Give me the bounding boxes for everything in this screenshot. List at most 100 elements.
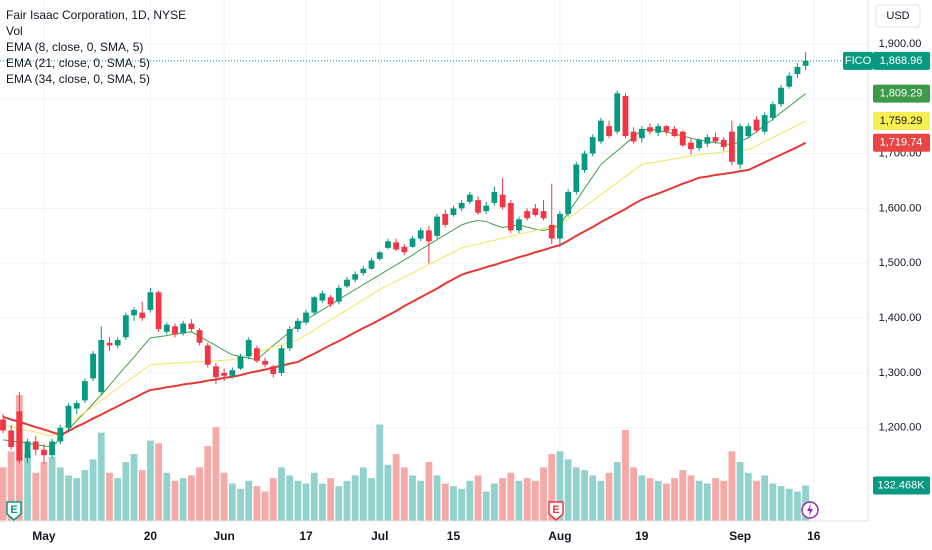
currency[interactable]: USD [886,10,909,22]
y-tick-label: 1,600.00 [879,202,922,214]
ema-tag-label: 1,759.29 [880,115,923,127]
volume-bar [32,472,40,521]
earnings-event[interactable]: E [6,501,22,521]
price-tag [873,51,930,70]
event-icon[interactable] [6,501,22,521]
candle-body [606,126,612,137]
candles [0,52,809,464]
candle-body [712,137,719,142]
volume-bar [351,475,359,521]
candle-body [622,95,629,137]
volume-bar [196,467,203,521]
candle-body [540,211,547,219]
volume-bar [220,472,228,521]
volume-bar [564,459,572,521]
dividend-event[interactable] [801,501,819,519]
volume-tag-label: 132.468K [877,479,925,491]
volume-bar [368,478,375,521]
candle-body [73,403,80,409]
candle-body [0,419,6,431]
volume-bar [572,467,580,521]
candle-body [729,131,735,162]
volume-bar [0,467,7,521]
volume-bar [319,483,326,521]
volume-bar [515,480,523,521]
volume-bar [278,467,285,521]
volume-bar [433,475,441,521]
candle-body [450,208,457,215]
legend-ema: EMA (8, close, 0, SMA, 5) [6,40,143,54]
candle-body [327,297,334,305]
candle-body [139,312,146,319]
event-label[interactable]: E [10,504,17,516]
volume-bar [97,432,105,521]
earnings-event[interactable]: E [548,501,564,521]
volume-bar [744,472,752,521]
volume-bar [65,475,72,521]
volume-bar [56,467,64,521]
ema-tag-label: 1,719.74 [880,137,923,149]
volume-bar [654,480,662,521]
x-tick-label: Sep [729,529,751,543]
volume-bar [253,486,261,521]
volume-bar [556,451,564,521]
candle-body [655,126,662,133]
candle-body [163,324,170,332]
event-glyph[interactable] [807,504,813,516]
candle-body [65,405,72,428]
volume-bar [163,472,171,521]
volume-bar [736,462,744,521]
volume-bar [425,462,433,521]
ema-tag [873,133,930,152]
candle-body [294,320,301,330]
volume-bar [24,454,31,521]
volume-bar [753,480,760,521]
x-tick-label: 17 [299,529,313,543]
candle-body [507,202,514,231]
volume-bar [155,443,163,521]
volume-bar [507,472,515,521]
candle-body [491,191,498,203]
volume-bar [703,483,711,521]
candle-body [82,381,88,401]
volume-bar [458,488,466,521]
candle-body [679,131,686,146]
candle-body [188,323,195,330]
candle-body [57,427,64,442]
x-tick-label: 15 [447,529,461,543]
candle-body [745,126,752,137]
currency-box[interactable] [875,4,921,28]
candle-body [778,87,784,105]
candle-body [393,242,400,250]
ema-tag [873,112,930,131]
candle-body [344,279,350,287]
volume-bar [294,480,302,521]
currency-button[interactable]: USD [875,4,921,28]
candle-body [8,430,15,447]
volume-bar [687,475,695,521]
legend-ema: EMA (34, close, 0, SMA, 5) [6,72,150,86]
volume-bar [384,464,392,521]
candle-body [417,230,424,239]
volume-bar [7,451,15,521]
candle-body [319,293,326,301]
volume-bar [114,478,122,521]
volume-bars [0,395,810,521]
candle-body [761,115,768,132]
volume-bar [286,475,294,521]
candle-body [409,238,416,247]
volume-bar [474,475,482,521]
volume-bar [48,456,56,521]
volume-bar [597,480,605,521]
volume-bar [695,480,703,521]
event-icon[interactable] [548,501,564,521]
candle-body [303,312,309,323]
candle-body [475,200,481,213]
candle-body [221,372,228,376]
volume-bar [179,478,187,521]
event-label[interactable]: E [552,504,559,516]
volume-bar [106,472,113,521]
volume-bar [204,446,212,521]
x-tick-label: Jul [371,529,388,543]
